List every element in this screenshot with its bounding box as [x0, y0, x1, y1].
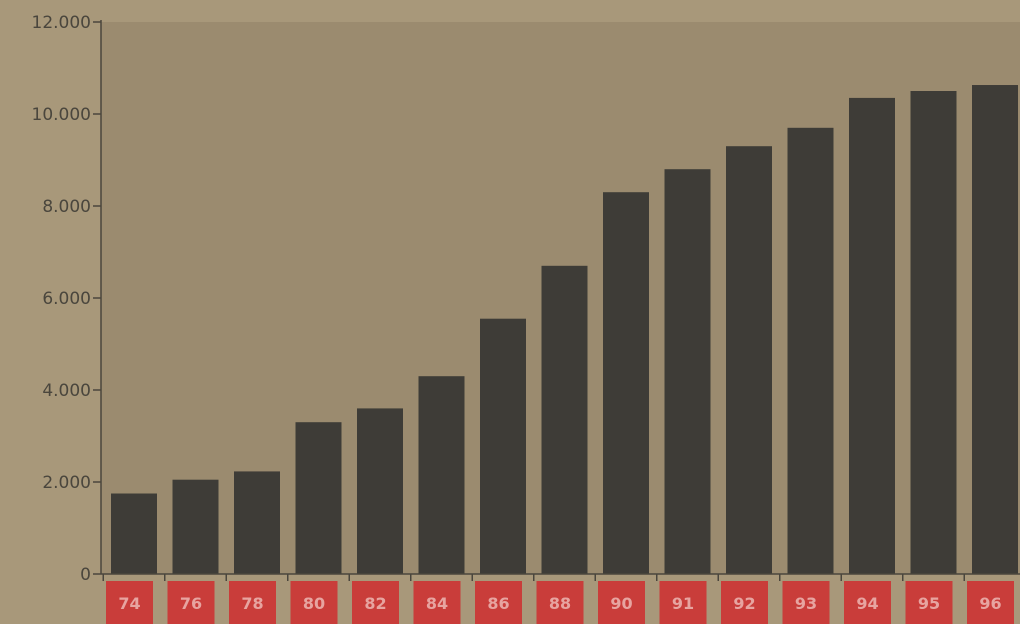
y-tick-label: 4.000 [42, 381, 91, 401]
x-axis: 74 76 78 80 82 84 86 88 90 91 92 93 94 95 96 [101, 573, 1020, 624]
bar-95 [910, 91, 957, 574]
x-tick-label: 90 [610, 594, 632, 613]
x-category-box [782, 581, 830, 624]
x-tick-label: 94 [856, 594, 878, 613]
bar-92 [726, 146, 772, 574]
y-tick-label: 6.000 [42, 289, 91, 309]
y-tick-label: 0 [80, 565, 91, 585]
bar-84 [418, 376, 465, 574]
x-tick-label: 91 [672, 594, 694, 613]
x-category-box [844, 581, 891, 624]
x-category-box [167, 581, 215, 624]
bar-90 [603, 192, 649, 574]
x-category-box [229, 581, 276, 624]
x-tick-label: 84 [426, 594, 448, 613]
x-category-box [536, 581, 584, 624]
bar-96 [972, 85, 1018, 575]
bar-94 [849, 97, 895, 575]
x-tick-label: 86 [487, 594, 509, 613]
bar-88 [541, 265, 588, 574]
bar-86 [480, 318, 526, 574]
x-tick-label: 78 [241, 594, 263, 613]
x-tick-label: 76 [180, 594, 202, 613]
bar-91 [664, 169, 711, 574]
x-tick-label: 74 [118, 594, 140, 613]
x-tick-label: 96 [979, 594, 1001, 613]
x-category-box [413, 581, 461, 624]
x-category-box [475, 581, 522, 624]
x-tick-label: 95 [918, 594, 940, 613]
y-tick-label: 8.000 [42, 197, 91, 217]
y-tick-label: 12.000 [32, 13, 91, 33]
x-category-box [352, 581, 399, 624]
bar-78 [234, 471, 280, 574]
x-category-box [598, 581, 645, 624]
x-tick-label: 82 [364, 594, 386, 613]
x-category-box [721, 581, 768, 624]
x-category-box [905, 581, 953, 624]
x-category-box [106, 581, 153, 624]
bars-group [111, 85, 1018, 575]
x-tick-label: 88 [549, 594, 571, 613]
x-tick-label: 92 [733, 594, 755, 613]
x-tick-label: 93 [795, 594, 817, 613]
x-tick-label: 80 [303, 594, 325, 613]
bar-74 [111, 493, 157, 574]
x-category-box [659, 581, 707, 624]
bar-76 [172, 479, 219, 574]
y-tick-label: 2.000 [42, 473, 91, 493]
x-category-box [290, 581, 338, 624]
bar-93 [787, 127, 834, 575]
bar-80 [295, 422, 342, 574]
x-category-box [967, 581, 1014, 624]
bar-82 [357, 408, 403, 574]
y-tick-label: 10.000 [32, 105, 91, 125]
y-axis: 0 2.000 4.000 6.000 8.000 10.000 12.000 [32, 13, 102, 585]
